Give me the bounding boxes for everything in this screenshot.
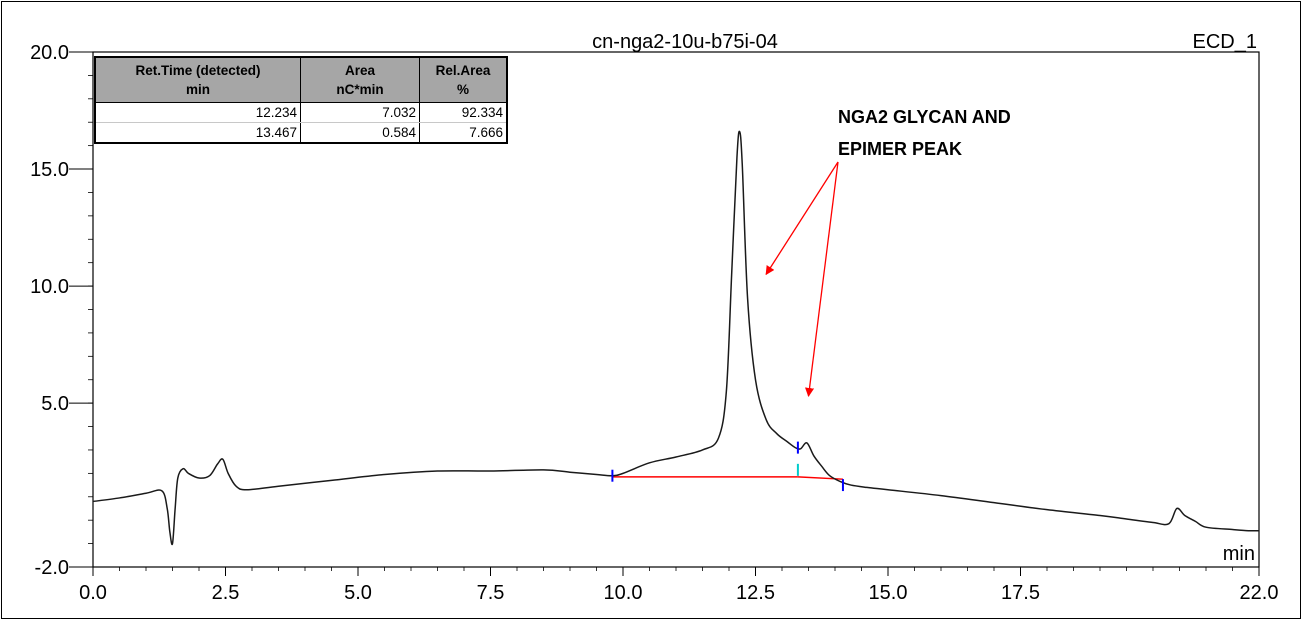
chart-title: cn-nga2-10u-b75i-04 [592,31,778,53]
cell-rel-area: 92.334 [419,102,508,123]
x-tick-label: 7.5 [477,582,505,604]
x-tick-label: 0.0 [79,582,107,604]
y-tick-label: -2.0 [35,557,69,579]
x-tick-label: 17.5 [1001,582,1040,604]
cell-rel-area: 7.666 [419,122,508,143]
table-row: 13.467 0.584 7.666 [94,122,508,143]
integration-baselines [612,476,843,480]
x-tick-label: 5.0 [344,582,372,604]
x-tick-label: 12.5 [736,582,775,604]
y-tick-label: 15.0 [30,159,69,181]
annotation-arrows [765,161,839,398]
channel-label: ECD_1 [1193,31,1257,53]
table-header-rel-area: Rel.Area % [419,56,508,103]
trace-group [92,130,1260,546]
table-header-area: Area nC*min [300,56,420,103]
annotation-arrow [805,161,839,398]
x-tick-label: 15.0 [869,582,908,604]
header-area-label: Area [344,63,376,78]
table-header-row: Ret.Time (detected) min Area nC*min Rel.… [94,56,508,103]
x-tick-label: 22.0 [1240,582,1279,604]
header-ret-time-label: Ret.Time (detected) [135,63,261,78]
table-row: 12.234 7.032 92.334 [94,102,508,123]
header-rel-area-unit: % [456,82,469,97]
peak-markers [611,441,844,492]
header-ret-time-unit: min [185,82,210,97]
x-tick-label: 2.5 [212,582,240,604]
chromatogram-trace [92,130,1260,546]
cell-ret-time: 12.234 [94,102,301,123]
cell-area: 7.032 [300,102,420,123]
header-area-unit: nC*min [336,82,384,97]
axis-ticks: -2.0 5.0 10.0 15.0 20.0 0.0 2.5 5.0 7.5 10.0 12.5 1… [30,42,1278,604]
annotation-line-1: NGA2 GLYCAN AND [838,107,1011,127]
x-tick-label: 10.0 [604,582,643,604]
x-axis-unit-label: min [1223,543,1255,565]
y-tick-label: 10.0 [30,276,69,298]
y-tick-label: 5.0 [41,393,69,415]
header-rel-area-label: Rel.Area [435,63,491,78]
annotation-line-2: EPIMER PEAK [838,139,962,159]
peak-results-table: Ret.Time (detected) min Area nC*min Rel.… [94,56,508,144]
cell-ret-time: 13.467 [94,122,301,143]
y-tick-label: 20.0 [30,42,69,64]
annotation-arrow [765,161,839,276]
cell-area: 0.584 [300,122,420,143]
table-header-ret-time: Ret.Time (detected) min [94,56,301,103]
